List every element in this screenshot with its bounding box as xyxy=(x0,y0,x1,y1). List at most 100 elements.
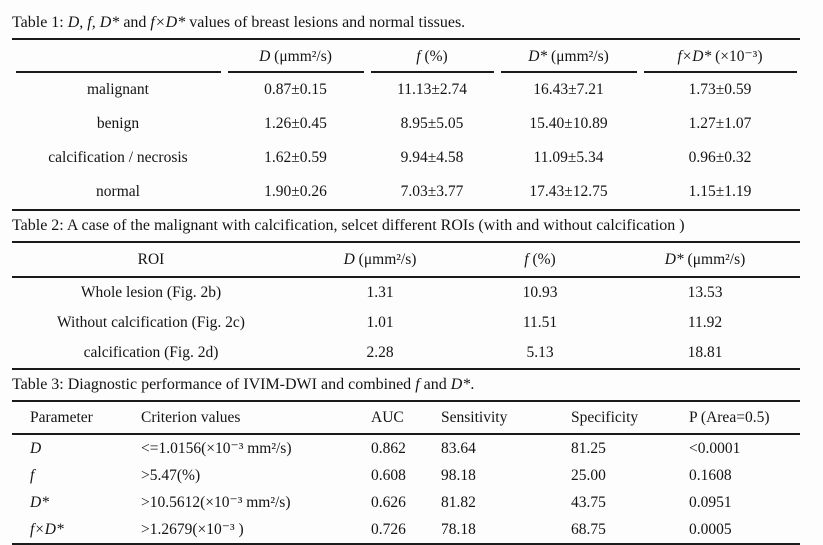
table2-caption: Table 2: A case of the malignant with ca… xyxy=(0,211,823,241)
table3: Parameter Criterion values AUC Sensitivi… xyxy=(12,400,800,545)
table1-caption-vars2: f×D* xyxy=(150,14,186,31)
p-value-cell: <0.0001 xyxy=(689,439,741,457)
table3-header-specificity: Specificity xyxy=(570,401,688,435)
value-cell: 1.26±0.45 xyxy=(264,115,327,132)
p-value-cell: 0.0951 xyxy=(689,493,732,511)
value-cell: 8.95±5.05 xyxy=(400,115,464,132)
sensitivity-cell: 83.64 xyxy=(441,439,476,457)
value-cell: 11.13±2.74 xyxy=(397,81,467,98)
value-cell: 2.28 xyxy=(366,344,394,361)
p-value-cell: 0.0005 xyxy=(689,520,732,538)
specificity-cell: 43.75 xyxy=(571,493,606,511)
specificity-cell: 25.00 xyxy=(571,466,606,484)
criterion-cell: >10.5612(×10⁻³ mm²/s) xyxy=(141,494,291,511)
row-label: normal xyxy=(96,183,140,200)
table-row: f×D* >1.2679(×10⁻³ ) 0.726 78.18 68.75 0… xyxy=(12,516,800,544)
table2-header-row: ROI D (μmm²/s) f (%) D* (μmm²/s) xyxy=(12,242,800,278)
value-cell: 5.13 xyxy=(526,344,554,361)
table1-header-row: D (μmm²/s) f (%) D* (μmm²/s) f×D* (×10⁻³… xyxy=(12,39,800,73)
criterion-cell: >5.47(%) xyxy=(141,466,201,484)
table3-caption: Table 3: Diagnostic performance of IVIM-… xyxy=(0,370,823,400)
specificity-cell: 81.25 xyxy=(571,439,606,457)
value-cell: 1.73±0.59 xyxy=(688,81,752,98)
variable-symbol: D xyxy=(343,250,355,268)
variable-symbol: D xyxy=(259,47,271,65)
value-cell: 9.94±4.58 xyxy=(400,149,464,166)
table2-header-D: D (μmm²/s) xyxy=(290,242,470,278)
table3-caption-var1: f xyxy=(415,376,420,393)
value-cell: 1.62±0.59 xyxy=(264,149,327,166)
unit-label: (μmm²/s) xyxy=(547,47,609,65)
table1-header-f: f (%) xyxy=(367,39,497,73)
specificity-cell: 68.75 xyxy=(571,520,606,538)
table-row: D <=1.0156(×10⁻³ mm²/s) 0.862 83.64 81.2… xyxy=(12,434,800,462)
table1-header-fxDstar: f×D* (×10⁻³) xyxy=(640,39,800,73)
table3-caption-var2: D* xyxy=(450,376,471,393)
table1-caption-vars1: D, f, D* xyxy=(67,14,120,31)
value-cell: 11.51 xyxy=(522,314,558,331)
variable-symbol: D* xyxy=(664,250,684,268)
p-value-cell: 0.1608 xyxy=(689,466,732,484)
table3-header-auc: AUC xyxy=(370,401,440,435)
criterion-cell: >1.2679(×10⁻³ ) xyxy=(141,521,244,538)
variable-symbol: f×D* xyxy=(677,48,712,65)
table-row: f >5.47(%) 0.608 98.18 25.00 0.1608 xyxy=(12,462,800,489)
table-row: Without calcification (Fig. 2c) 1.01 11.… xyxy=(12,308,800,338)
row-label: benign xyxy=(96,115,140,132)
table-row: benign 1.26±0.45 8.95±5.05 15.40±10.89 1… xyxy=(12,107,800,141)
unit-label: (μmm²/s) xyxy=(270,47,332,65)
table1-caption-suffix: values of breast lesions and normal tiss… xyxy=(185,14,466,31)
table3-header-row: Parameter Criterion values AUC Sensitivi… xyxy=(12,401,800,435)
value-cell: 0.87±0.15 xyxy=(264,81,327,98)
value-cell: 0.96±0.32 xyxy=(688,149,752,166)
table-row: calcification (Fig. 2d) 2.28 5.13 18.81 xyxy=(12,338,800,369)
value-cell: 17.43±12.75 xyxy=(529,183,608,200)
unit-label: (%) xyxy=(528,250,556,268)
table2-header-roi: ROI xyxy=(12,242,290,278)
value-cell: 1.01 xyxy=(366,314,394,331)
table1-header-D: D (μmm²/s) xyxy=(224,39,367,73)
variable-symbol: f xyxy=(524,250,529,268)
auc-cell: 0.726 xyxy=(371,520,406,538)
value-cell: 13.53 xyxy=(687,284,723,301)
value-cell: 1.31 xyxy=(366,284,394,301)
table1-header-Dstar: D* (μmm²/s) xyxy=(497,39,640,73)
table2-header-f: f (%) xyxy=(470,242,610,278)
table-row: malignant 0.87±0.15 11.13±2.74 16.43±7.2… xyxy=(12,73,800,107)
value-cell: 15.40±10.89 xyxy=(529,115,608,132)
sensitivity-cell: 81.82 xyxy=(441,493,476,511)
table1: D (μmm²/s) f (%) D* (μmm²/s) f×D* (×10⁻³… xyxy=(12,38,800,211)
table1-caption: Table 1: D, f, D* and f×D* values of bre… xyxy=(0,8,823,38)
row-label: calcification / necrosis xyxy=(48,149,188,166)
table3-caption-suffix: . xyxy=(470,376,475,393)
parameter-cell: f×D* xyxy=(30,520,64,538)
table2-caption-text: Table 2: A case of the malignant with ca… xyxy=(12,217,685,234)
auc-cell: 0.862 xyxy=(371,439,406,457)
parameter-cell: f xyxy=(30,466,35,484)
table3-header-criterion: Criterion values xyxy=(140,401,370,435)
value-cell: 16.43±7.21 xyxy=(533,81,604,98)
table-row: D* >10.5612(×10⁻³ mm²/s) 0.626 81.82 43.… xyxy=(12,489,800,516)
unit-label: (μmm²/s) xyxy=(683,250,746,268)
unit-label: (×10⁻³) xyxy=(711,48,763,65)
table3-header-sensitivity: Sensitivity xyxy=(440,401,570,435)
table1-caption-mid: and xyxy=(119,14,151,31)
table3-header-parameter: Parameter xyxy=(12,401,140,435)
table1-caption-prefix: Table 1: xyxy=(12,14,68,31)
value-cell: 11.92 xyxy=(687,314,723,331)
unit-label: (%) xyxy=(420,47,448,65)
variable-symbol: D* xyxy=(528,47,548,65)
parameter-cell: D* xyxy=(30,493,49,511)
parameter-cell: D xyxy=(30,439,42,457)
unit-label: (μmm²/s) xyxy=(354,250,417,268)
row-label: malignant xyxy=(87,81,149,98)
table-row: calcification / necrosis 1.62±0.59 9.94±… xyxy=(12,141,800,175)
value-cell: 11.09±5.34 xyxy=(533,149,604,166)
sensitivity-cell: 98.18 xyxy=(441,466,476,484)
table-row: normal 1.90±0.26 7.03±3.77 17.43±12.75 1… xyxy=(12,175,800,210)
table2: ROI D (μmm²/s) f (%) D* (μmm²/s) Whole l… xyxy=(12,241,800,370)
value-cell: 1.27±1.07 xyxy=(688,115,752,132)
value-cell: 18.81 xyxy=(687,344,723,361)
value-cell: 10.93 xyxy=(522,284,558,301)
row-label: Without calcification (Fig. 2c) xyxy=(57,314,245,331)
